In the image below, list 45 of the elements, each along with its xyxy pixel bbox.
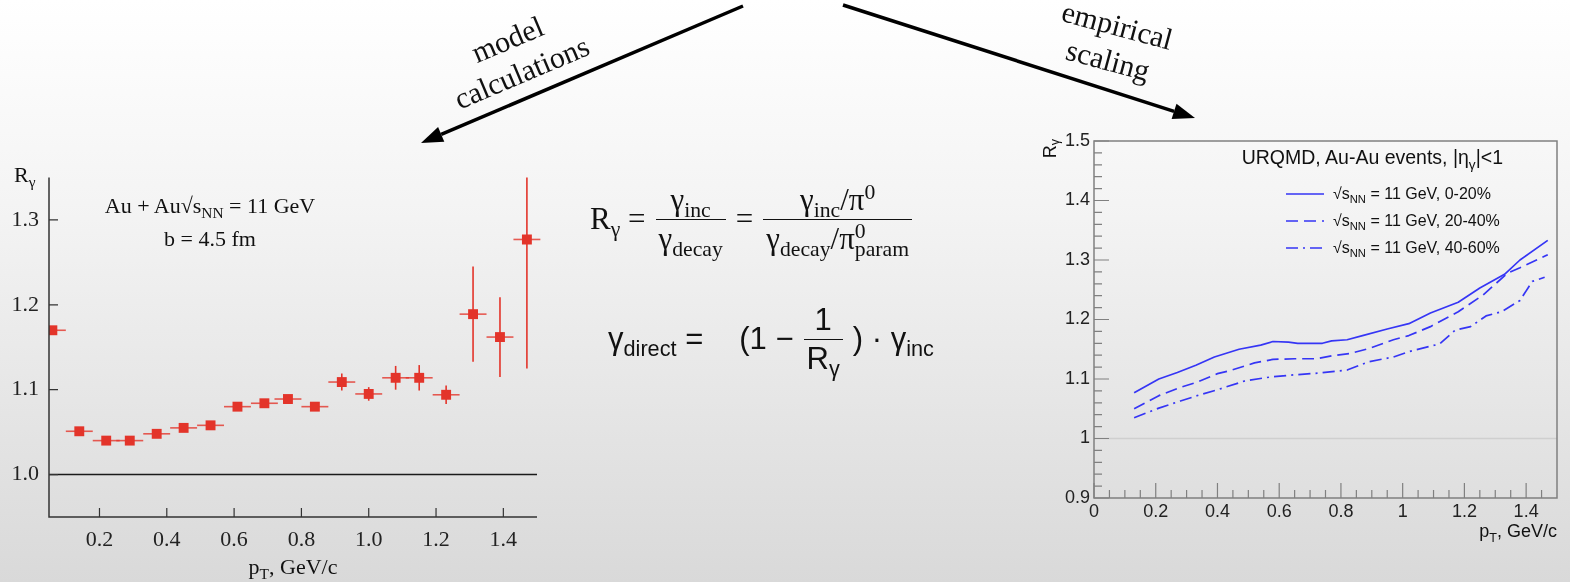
text: empirical scaling xyxy=(1056,0,1177,89)
annotation: b = 4.5 fm xyxy=(164,226,256,252)
y-tick-label: 1 xyxy=(1079,427,1090,448)
text: γ$_{inc}$ xyxy=(669,181,712,222)
legend-label: √s$_{NN}$ = 11 GeV, 0-20% xyxy=(1333,184,1491,205)
y-tick-label: 0.9 xyxy=(1064,486,1090,507)
y-tick-label: 1.0 xyxy=(11,460,39,486)
x-tick-label: 1.2 xyxy=(422,525,450,551)
x-tick-label: 0.8 xyxy=(1328,500,1354,521)
text: 1 xyxy=(813,301,833,339)
annotation: Au + Au√s$_{NN}$ = 11 GeV xyxy=(104,193,316,222)
y-tick-label: 1.3 xyxy=(11,205,39,231)
x-tick-label: 0.2 xyxy=(1143,500,1169,521)
x-tick-label: 0.2 xyxy=(85,525,114,551)
text: = xyxy=(735,201,754,237)
legend-title: URQMD, Au-Au events, |η$_{γ}$|<1 xyxy=(1241,145,1503,172)
text: γ$_{direct}$ = xyxy=(608,321,704,362)
x-tick-label: 0.8 xyxy=(287,525,316,551)
x-axis-title: p$_{T}$, GeV/c xyxy=(248,553,338,582)
y-tick-label: 1.5 xyxy=(1064,129,1090,150)
y-tick-label: 1.4 xyxy=(1064,189,1090,210)
text: γ$_{decay}$ xyxy=(658,220,723,261)
x-tick-label: 0.4 xyxy=(1204,500,1230,521)
x-axis-title: p$_{T}$, GeV/c xyxy=(1479,520,1557,545)
text: ) · γ$_{inc}$ xyxy=(852,321,934,362)
y-tick-label: 1.2 xyxy=(11,290,39,316)
legend-label: √s$_{NN}$ = 11 GeV, 20-40% xyxy=(1333,211,1500,232)
text: (1 − xyxy=(739,321,794,357)
x-tick-label: 1 xyxy=(1397,500,1408,521)
y-tick-label: 1.1 xyxy=(11,375,39,401)
x-tick-label: 1.0 xyxy=(354,525,383,551)
legend-label: √s$_{NN}$ = 11 GeV, 40-60% xyxy=(1333,238,1500,259)
x-tick-label: 1.2 xyxy=(1451,500,1477,521)
x-tick-label: 1.4 xyxy=(489,525,518,551)
y-tick-label: 1.1 xyxy=(1064,367,1090,388)
x-tick-label: 0 xyxy=(1088,500,1100,521)
text: R$_{γ}$ = xyxy=(590,201,646,242)
y-tick-label: 1.3 xyxy=(1064,248,1090,269)
x-tick-label: 0.6 xyxy=(220,525,248,551)
x-tick-label: 0.6 xyxy=(1266,500,1292,521)
x-tick-label: 0.4 xyxy=(153,525,181,551)
text: R$_{γ}$ xyxy=(805,339,841,381)
x-tick-label: 1.4 xyxy=(1513,500,1539,521)
y-axis-title: R$_{γ}$ xyxy=(14,162,36,191)
y-tick-label: 1.2 xyxy=(1064,308,1090,329)
